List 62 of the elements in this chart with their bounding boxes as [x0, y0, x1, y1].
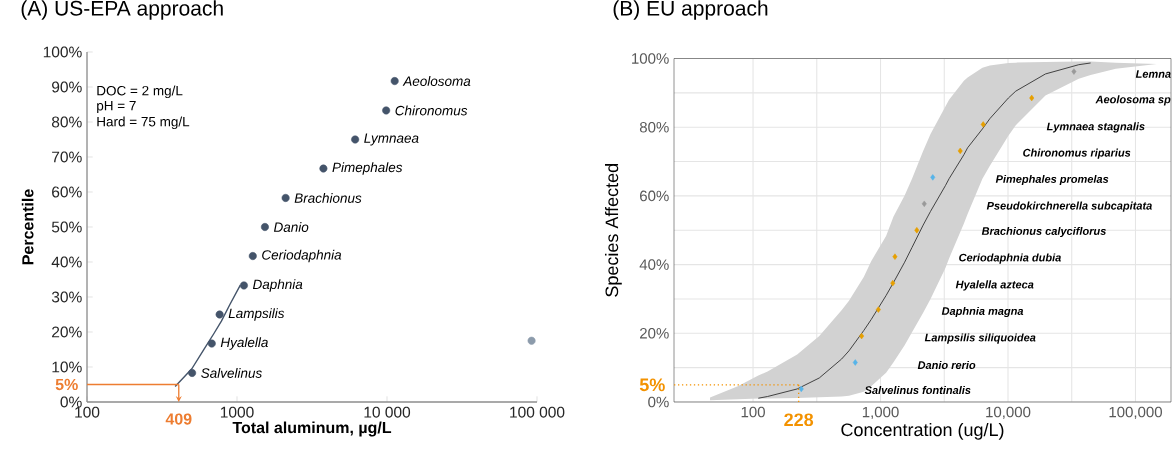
x-tick-label: 100,000 [1109, 406, 1162, 420]
annotation: Pimephales [332, 162, 403, 175]
y-tick-label: 20% [52, 326, 82, 338]
y-tick-label: 100% [632, 53, 669, 64]
annotation: Lemna [1135, 70, 1171, 78]
chart-title: (A) US-EPA approach [21, 0, 223, 20]
annotation: Salvelinus fontinalis [864, 385, 971, 395]
y-tick-label: 100% [43, 46, 82, 58]
x-tick-label: 1,000 [862, 406, 899, 420]
y-tick-label: 60% [640, 190, 669, 202]
x-tick-label: 100 [75, 406, 100, 418]
y-axis-title: Percentile [21, 189, 34, 265]
y-axis-title: Species Affected [605, 164, 622, 297]
y-tick-label: 20% [640, 327, 669, 339]
x-tick-label: 100 000 [510, 406, 565, 418]
chart-title: (B) EU approach [613, 0, 768, 20]
annotation: Hyalella [220, 337, 268, 350]
annotation: Hard = 75 mg/L [97, 116, 190, 130]
annotation: pH = 7 [97, 101, 136, 114]
annotation: Lampsilis siliquoidea [924, 333, 1036, 344]
annotation: Pimephales promelas [995, 174, 1109, 186]
ref-line-label: 228 [784, 413, 814, 427]
annotation: Ceriodaphnia dubia [959, 253, 1061, 264]
y-tick-label: 50% [51, 221, 82, 233]
x-axis-title: Concentration (ug/L) [841, 422, 1004, 440]
annotation: Brachionus calyciflorus [981, 226, 1106, 238]
annotation: Hyalella azteca [955, 280, 1034, 291]
y-tick-label: 10% [52, 361, 82, 373]
annotation: Pseudokirchnerella subcapitata [986, 201, 1152, 212]
x-tick-label: 10,000 [986, 406, 1031, 420]
annotation: Lymnaea [364, 133, 419, 146]
annotation: Danio [273, 222, 309, 232]
annotation: Brachionus [294, 193, 362, 203]
x-tick-label: 1000 [220, 406, 254, 418]
y-tick-label: 80% [639, 121, 669, 133]
y-tick-label: 0% [60, 396, 82, 408]
y-tick-label: 60% [52, 186, 82, 198]
annotation: Salvelinus [201, 368, 262, 378]
y-tick-label: 0% [648, 396, 669, 408]
y-tick-label: 80% [51, 116, 82, 128]
y-tick-label: 70% [52, 151, 82, 163]
annotation: Aeolosoma [402, 76, 471, 86]
annotation: Ceriodaphnia [262, 249, 342, 263]
annotation: Daphnia magna [941, 306, 1024, 318]
annotation: Chironomus [395, 105, 468, 116]
annotation: Lymnaea stagnalis [1046, 122, 1145, 133]
y-tick-label: 30% [51, 291, 82, 303]
ref-line-label: 5% [55, 378, 78, 391]
x-axis-title: Total aluminum, µg/L [232, 421, 392, 437]
annotation: Lampsilis [228, 308, 285, 321]
y-tick-label: 90% [52, 81, 82, 93]
annotation: Aeolosoma sp [1095, 95, 1171, 106]
annotation: Danio rerio [917, 360, 976, 370]
x-tick-label: 100 [741, 406, 765, 418]
annotation: Chironomus riparius [1023, 148, 1131, 159]
ref-line-label: 5% [639, 378, 665, 392]
ref-line-label: 409 [165, 413, 192, 425]
x-tick-label: 10 000 [364, 406, 411, 418]
y-tick-label: 40% [639, 259, 669, 270]
annotation: Daphnia [252, 279, 303, 292]
annotation: DOC = 2 mg/L [97, 85, 183, 99]
y-tick-label: 40% [51, 256, 82, 268]
